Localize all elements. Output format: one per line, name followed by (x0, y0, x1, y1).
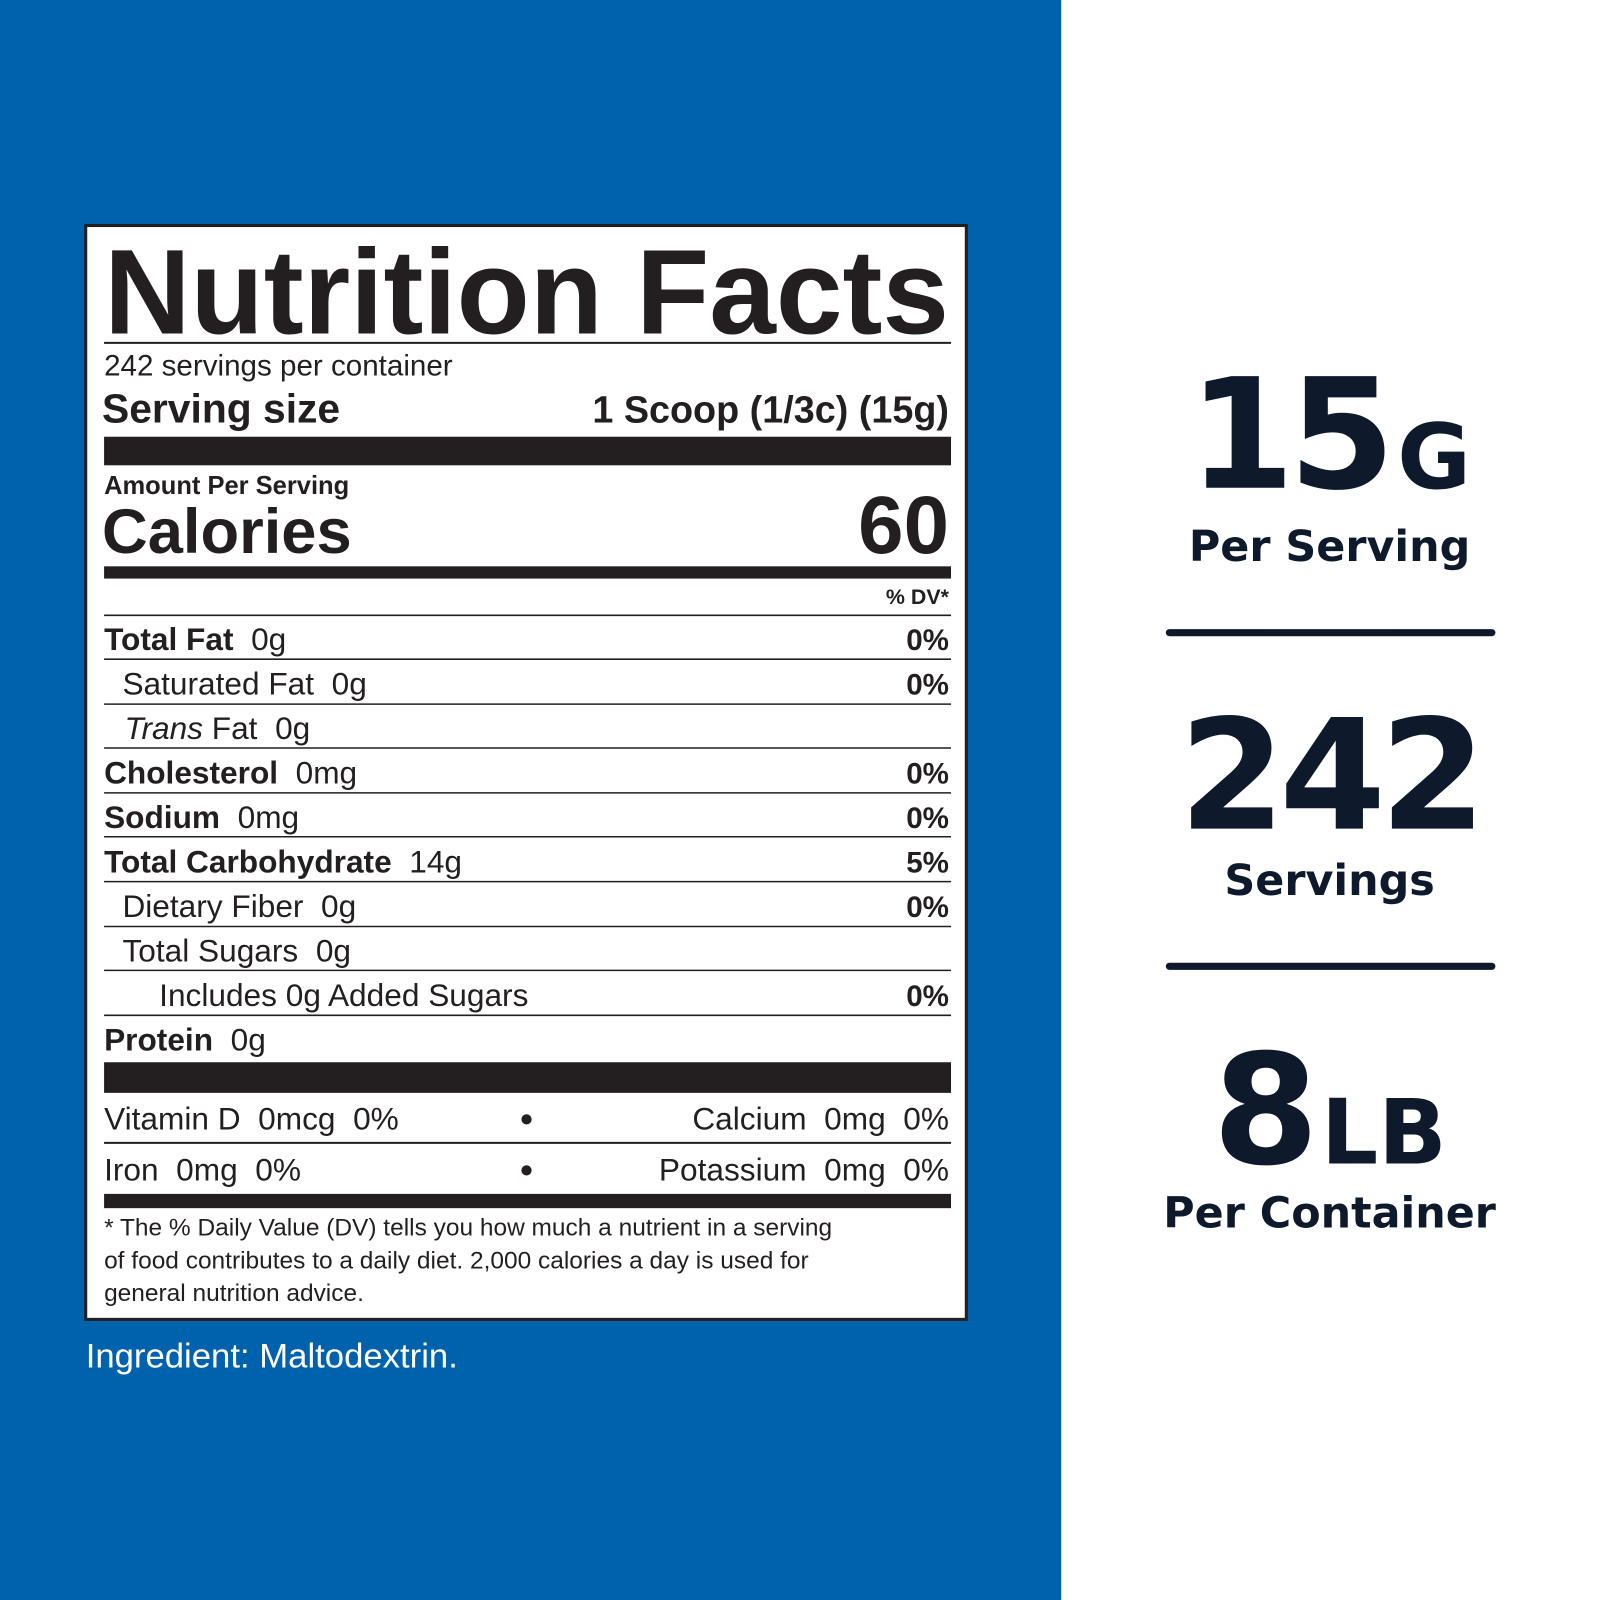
vitamin: Iron 0mg 0% (104, 1152, 301, 1188)
dv-header: % DV* (886, 585, 950, 609)
nutrient-dv: 0% (906, 980, 949, 1013)
nutrient-amount: 0g (251, 621, 286, 657)
nutrient-name-italic: Trans (124, 710, 203, 746)
vitamin-dv: 0% (255, 1152, 301, 1188)
nutrient-name: Protein (104, 1021, 213, 1057)
vitamin-dv: 0% (903, 1101, 949, 1137)
calories: 60 (858, 480, 949, 571)
servings: 242 servings per container (104, 350, 453, 383)
nutrient-amount: 0g (332, 665, 367, 701)
vitamin-amount: 0mg (824, 1101, 886, 1137)
serving-size-label: Serving size (102, 385, 340, 431)
nutrient-row: Includes 0g Added Sugars (159, 977, 528, 1013)
vitamin-amount: 0mcg (258, 1101, 335, 1137)
nutrient-amount: 0mg (238, 799, 300, 835)
nutrient-name: Dietary Fiber (122, 888, 303, 924)
medium-bar (104, 566, 952, 579)
vitamin-amount: 0mg (176, 1152, 238, 1188)
vitamin-name: Potassium (659, 1152, 807, 1188)
nutrient-name: Saturated Fat (122, 665, 314, 701)
stat-label: Servings (1224, 856, 1434, 906)
nutrient-dv: 0% (906, 624, 949, 657)
label-box (84, 223, 968, 1321)
stat-value: 8LB (1212, 1022, 1446, 1200)
nutrient-row: Total Fat 0g (104, 621, 286, 657)
nutrient-amount: 0mg (296, 754, 358, 790)
stat-number: 242 (1179, 688, 1480, 866)
vitamin: Calcium 0mg 0% (692, 1101, 949, 1137)
nutrient-dv: 5% (906, 846, 949, 879)
vitamin: Vitamin D 0mcg 0% (104, 1101, 399, 1137)
nutrient-dv: 0% (906, 668, 949, 701)
footnote-line: of food contributes to a daily diet. 2,0… (104, 1247, 809, 1274)
stat-unit: LB (1321, 1081, 1447, 1185)
nutrient-name: Fat (212, 710, 258, 746)
stat-value: 242 (1179, 688, 1480, 866)
vitamin: Potassium 0mg 0% (659, 1152, 949, 1188)
vitamin-name: Vitamin D (104, 1101, 241, 1137)
nutrient-name: Sodium (104, 799, 220, 835)
stat-value: 15G (1188, 347, 1471, 525)
nutrient-dv: 0% (906, 757, 949, 790)
nutrient-row: Total Sugars 0g (122, 932, 351, 968)
nutrient-amount: 0g (321, 888, 356, 924)
nutrient-row: Dietary Fiber 0g (122, 888, 356, 924)
stat-number: 15 (1188, 347, 1389, 525)
nutrient-amount: 0g (275, 710, 310, 746)
bullet (521, 1114, 532, 1125)
nutrient-name: Cholesterol (104, 754, 278, 790)
thick-bar (104, 1062, 952, 1093)
footnote-line: * The % Daily Value (DV) tells you how m… (104, 1215, 832, 1242)
nutrient-name: Total Carbohydrate (104, 843, 392, 879)
stat-label: Per Serving (1189, 522, 1470, 572)
nutrient-row: Sodium 0mg (104, 799, 299, 835)
nutrient-dv: 0% (906, 891, 949, 924)
stat-unit: G (1397, 406, 1471, 510)
ingredients: Ingredient: Maltodextrin. (86, 1337, 458, 1375)
nutrient-amount: 0g (231, 1021, 266, 1057)
nutrient-row: Total Carbohydrate 14g (104, 843, 462, 879)
footnote-line: general nutrition advice. (104, 1280, 364, 1307)
nutrient-name: Includes 0g Added Sugars (159, 977, 528, 1013)
serving-size: 1 Scoop (1/3c) (15g) (592, 388, 949, 430)
nutrient-amount: 14g (409, 843, 462, 879)
nutrient-row: Cholesterol 0mg (104, 754, 357, 790)
amount-per-serving: Amount Per Serving (104, 472, 349, 500)
bullet (521, 1165, 532, 1176)
nutrient-row: Protein 0g (104, 1021, 266, 1057)
nutrient-name: Total Sugars (122, 932, 298, 968)
vitamin-name: Calcium (692, 1101, 806, 1137)
vitamin-dv: 0% (903, 1152, 949, 1188)
vitamin-amount: 0mg (824, 1152, 886, 1188)
stat-number: 8 (1212, 1022, 1312, 1200)
thick-bar (104, 436, 952, 466)
medium-bar (104, 1193, 952, 1209)
vitamin-name: Iron (104, 1152, 158, 1188)
nutrient-name: Total Fat (104, 621, 234, 657)
vitamin-dv: 0% (353, 1101, 399, 1137)
nutrient-dv: 0% (906, 802, 949, 835)
nutrient-row: Trans Fat 0g (124, 710, 310, 746)
nutrient-row: Saturated Fat 0g (122, 665, 366, 701)
stat-label: Per Container (1163, 1189, 1496, 1239)
nutrient-amount: 0g (316, 932, 351, 968)
label-title: Nutrition Facts (104, 225, 949, 360)
calories-label: Calories (102, 497, 352, 567)
